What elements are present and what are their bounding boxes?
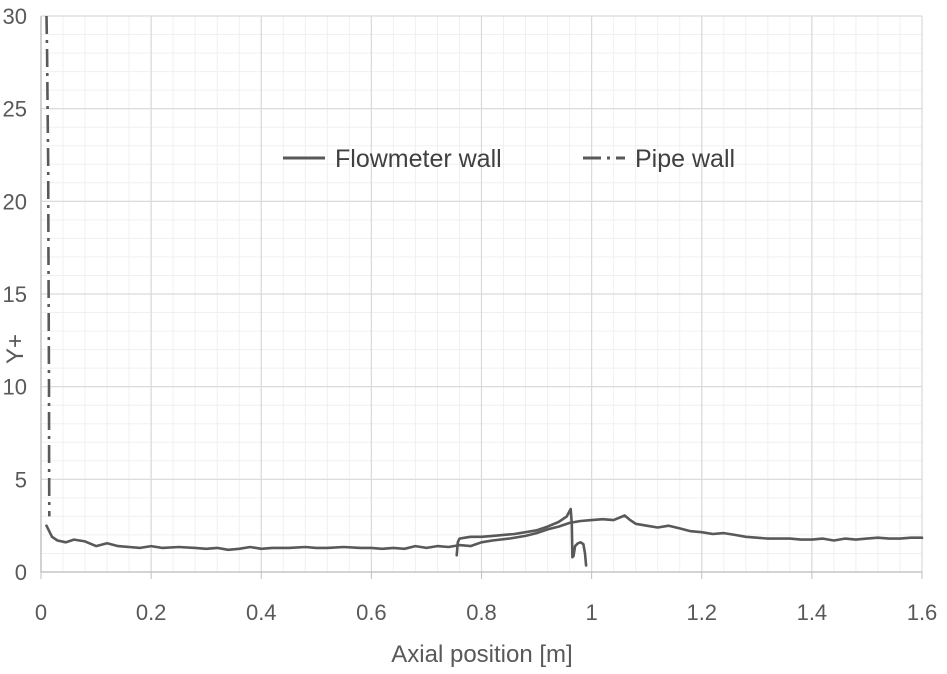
- y-tick-label: 25: [3, 97, 27, 122]
- series-line-0: [45, 514, 924, 552]
- series-line-1: [455, 507, 588, 567]
- x-tick-label: 0: [35, 600, 47, 625]
- x-tick-label: 1.4: [797, 600, 828, 625]
- y-tick-label: 0: [15, 560, 27, 585]
- axes: [40, 16, 923, 579]
- x-tick-label: 1.6: [907, 600, 938, 625]
- y-tick-label: 15: [3, 282, 27, 307]
- y-tick-label: 5: [15, 467, 27, 492]
- x-tick-label: 1: [586, 600, 598, 625]
- x-tick-label: 0.4: [246, 600, 277, 625]
- legend-label-pipe-wall: Pipe wall: [635, 145, 735, 173]
- legend-label-flowmeter-wall: Flowmeter wall: [335, 145, 502, 173]
- x-tick-label: 1.2: [686, 600, 717, 625]
- x-tick-label: 0.8: [466, 600, 497, 625]
- x-tick-label: 0.6: [356, 600, 387, 625]
- x-axis-title: Axial position [m]: [391, 641, 572, 668]
- y-tick-labels: 0 5 10 15 20 25 30: [3, 4, 27, 585]
- y-axis-title: Y+: [2, 334, 29, 364]
- y-tick-label: 20: [3, 189, 27, 214]
- x-tick-labels: 0 0.2 0.4 0.6 0.8 1 1.2 1.4 1.6: [35, 600, 937, 625]
- series-layer: [45, 15, 924, 567]
- y-tick-label: 30: [3, 4, 27, 29]
- x-tick-label: 0.2: [136, 600, 167, 625]
- legend: Flowmeter wall Pipe wall: [283, 145, 735, 173]
- series-line-2: [45, 15, 51, 517]
- y-tick-label: 10: [3, 375, 27, 400]
